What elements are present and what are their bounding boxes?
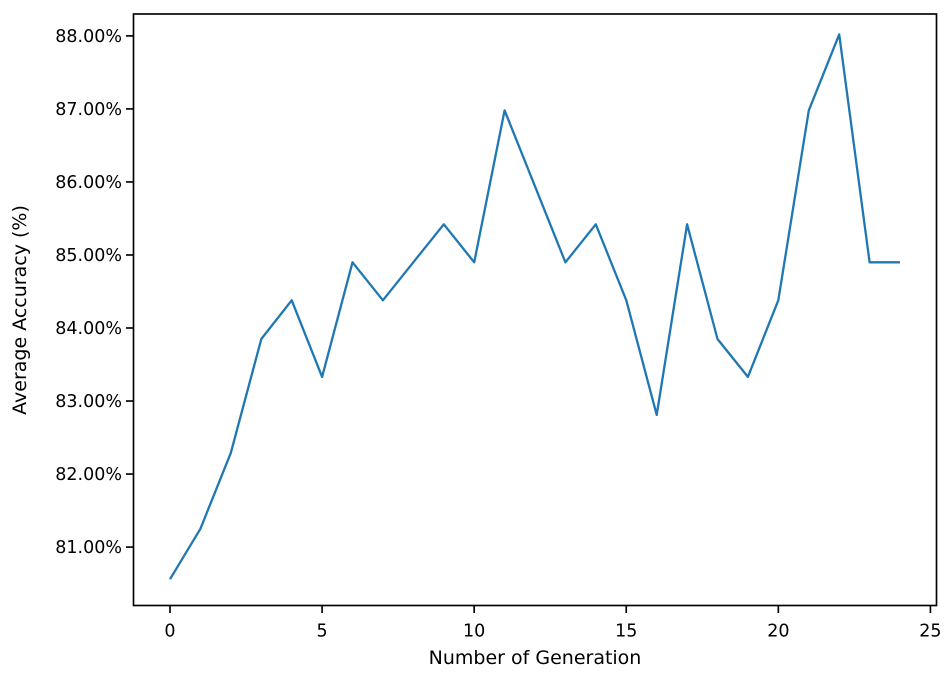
x-tick-label: 15: [615, 622, 637, 642]
x-tick-label: 25: [919, 622, 941, 642]
x-tick-label: 10: [463, 622, 485, 642]
y-tick-label: 83.00%: [55, 392, 122, 412]
y-tick-label: 84.00%: [55, 319, 122, 339]
y-tick-label: 85.00%: [55, 246, 122, 266]
x-axis-ticks: 0 5 10 15 20 25: [164, 605, 942, 642]
plot-frame: [132, 13, 938, 607]
y-axis-label: Average Accuracy (%): [9, 205, 31, 415]
accuracy-line-series: [169, 33, 900, 580]
y-tick-label: 81.00%: [55, 538, 122, 558]
x-tick-label: 20: [767, 622, 789, 642]
y-tick-label: 87.00%: [55, 100, 122, 120]
y-tick-label: 88.00%: [55, 27, 122, 47]
y-tick-label: 82.00%: [55, 465, 122, 485]
x-tick-label: 5: [317, 622, 328, 642]
accuracy-polyline: [169, 33, 900, 580]
x-axis-label: Number of Generation: [429, 647, 642, 669]
y-tick-label: 86.00%: [55, 173, 122, 193]
x-tick-label: 0: [164, 622, 175, 642]
y-axis-ticks: 81.00% 82.00% 83.00% 84.00% 85.00% 86.00% 87.0…: [55, 27, 134, 558]
